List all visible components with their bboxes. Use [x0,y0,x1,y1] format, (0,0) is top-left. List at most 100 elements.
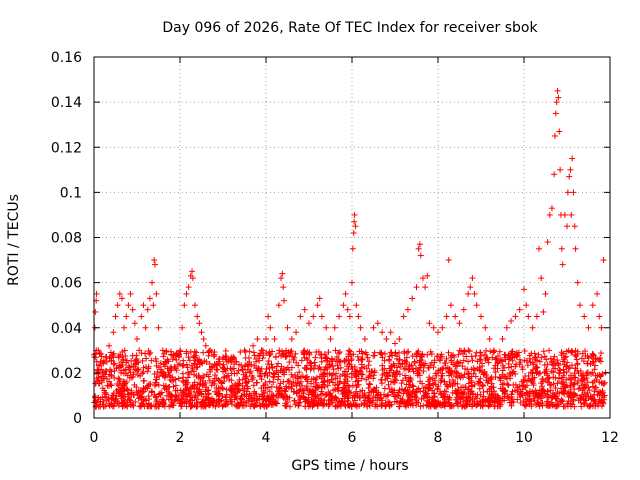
data-point-baseline [133,352,140,359]
data-point [189,268,196,275]
data-point-baseline [551,393,558,400]
data-point [301,306,308,313]
data-point [172,365,179,372]
data-point-baseline [391,379,398,386]
data-point-baseline [463,353,470,360]
data-point-baseline [136,403,143,410]
data-point-baseline [523,357,530,364]
data-point-baseline [572,391,579,398]
data-point-baseline [523,396,530,403]
data-point [202,342,209,349]
data-point [525,313,532,320]
data-point-baseline [480,389,487,396]
data-point [585,324,592,331]
data-point-baseline [266,378,273,385]
data-point [344,306,351,313]
data-point-baseline [187,349,194,356]
data-point-baseline [574,379,581,386]
data-point-baseline [471,398,478,405]
data-point-baseline [426,399,433,406]
data-point-baseline [160,353,167,360]
data-point-baseline [239,366,246,373]
data-point-baseline [223,386,230,393]
data-point-baseline [401,360,408,367]
data-point-baseline [388,364,395,371]
data-point-baseline [402,365,409,372]
data-point-baseline [116,378,123,385]
data-point [192,302,199,309]
data-point [478,313,484,320]
data-point [600,257,607,264]
data-point-baseline [410,383,417,390]
data-point [544,239,551,246]
data-point-baseline [167,373,174,380]
data-point-baseline [140,401,147,408]
x-tick-label: 0 [90,430,99,446]
data-point-baseline [481,368,488,375]
data-point-baseline [120,380,127,387]
data-point-baseline [267,351,274,358]
y-tick-label: 0.1 [60,185,82,201]
data-point [288,336,295,343]
data-point-baseline [261,395,268,402]
data-point-baseline [576,385,583,392]
data-point-baseline [352,372,359,379]
data-point-baseline [441,360,448,367]
data-point-baseline [243,388,250,395]
data-point-baseline [600,381,607,388]
data-point-baseline [447,401,454,408]
data-point-baseline [348,356,355,363]
data-point-baseline [111,360,118,367]
data-point-baseline [496,397,503,404]
data-point-baseline [108,358,115,365]
data-point-baseline [157,360,164,367]
data-point-baseline [122,370,129,377]
data-point-baseline [533,357,540,364]
data-point-baseline [361,401,368,408]
data-point-baseline [600,389,607,396]
data-point-baseline [283,385,290,392]
data-point-baseline [508,350,515,357]
data-point-baseline [419,353,426,360]
data-point-baseline [345,382,352,389]
data-point [151,257,158,264]
data-point-baseline [157,366,164,373]
data-point-baseline [477,349,484,356]
data-point-baseline [524,390,531,397]
data-point-baseline [425,378,432,385]
data-point-baseline [394,353,401,360]
data-point-baseline [177,348,184,355]
data-point-baseline [366,395,373,402]
data-point [196,320,203,327]
data-point-baseline [415,369,422,376]
data-point-baseline [139,357,146,364]
data-point-baseline [362,349,369,356]
data-point-baseline [544,372,551,379]
data-point-baseline [470,365,477,372]
data-point-baseline [298,357,305,364]
data-point-baseline [401,348,408,355]
data-point [419,275,426,282]
data-point-baseline [238,396,245,403]
data-point-baseline [381,365,388,372]
data-point-baseline [563,368,570,375]
data-point-baseline [341,357,348,364]
data-point-baseline [182,398,189,405]
data-point-baseline [508,402,515,409]
data-point-baseline [145,382,152,389]
data-point-baseline [460,384,467,391]
data-point-baseline [276,347,283,354]
data-point-baseline [364,403,371,410]
data-point-baseline [587,361,594,368]
data-point-baseline [477,403,484,410]
data-point-baseline [379,372,386,379]
data-point-baseline [595,402,602,409]
data-point-baseline [200,377,207,384]
data-point-baseline [317,400,324,407]
data-point-baseline [379,354,386,361]
data-point-baseline [191,360,198,367]
data-point-baseline [474,391,481,398]
data-point-baseline [148,402,155,409]
data-point-baseline [265,358,272,365]
